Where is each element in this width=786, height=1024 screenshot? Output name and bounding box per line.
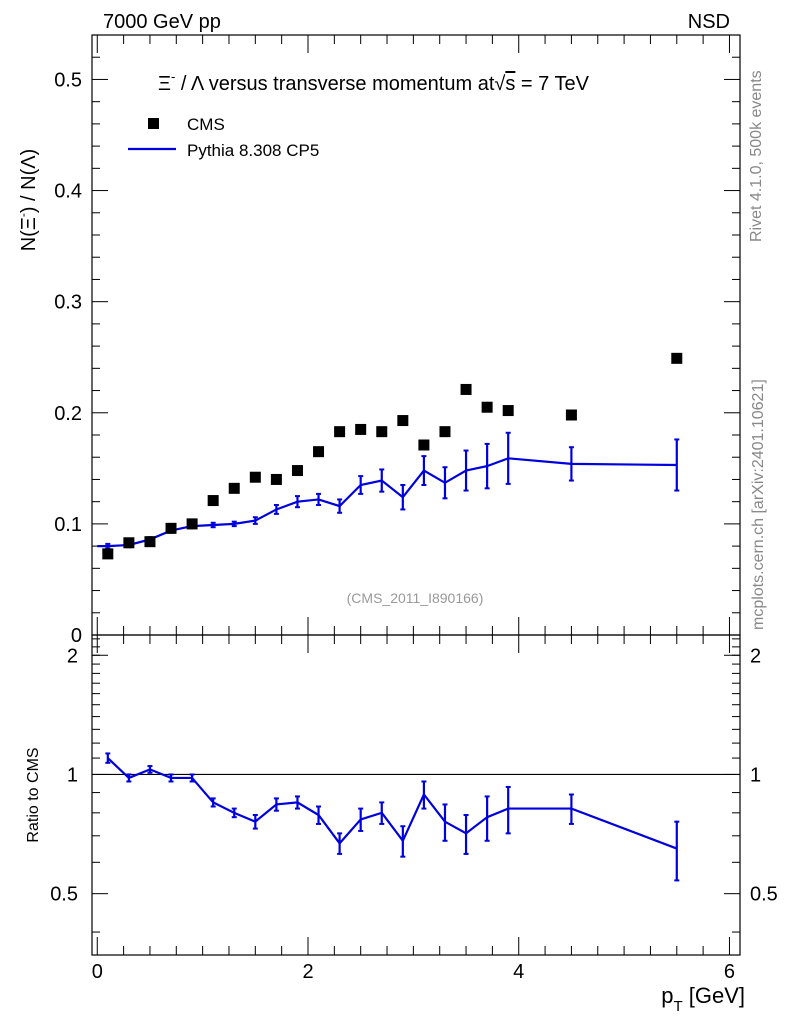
xlabel-unit: [GeV] — [683, 983, 745, 1008]
y-tick-label: 0.5 — [54, 69, 82, 91]
ratio-y-tick-label: 1 — [750, 764, 761, 786]
ratio-y-label: Ratio to CMS — [25, 747, 42, 842]
ratio-y-axis: 0.5 0.5 1 1 2 2 — [50, 638, 778, 933]
legend-cms-marker — [148, 118, 159, 129]
cms-point — [334, 426, 346, 438]
title-sqrt: √ — [494, 73, 505, 95]
cms-point — [460, 383, 472, 395]
cms-point — [165, 522, 177, 534]
y-tick-label: 0 — [71, 625, 82, 647]
main-y-axis: 0 0.1 0.2 0.3 0.4 0.5 — [54, 34, 740, 647]
ylabel-sup: - — [16, 213, 30, 217]
x-axis-label: pT [GeV] — [661, 983, 745, 1015]
ratio-x-axis: 0 2 4 6 — [92, 635, 735, 983]
ratio-y-tick-label: 1 — [67, 764, 78, 786]
cms-point — [355, 423, 367, 435]
cms-point — [123, 537, 135, 549]
rivet-label: Rivet 4.1.0, 500k events — [748, 70, 765, 242]
cms-point — [313, 446, 325, 458]
ratio-y-tick-label: 0.5 — [50, 884, 78, 906]
legend-cms-label: CMS — [187, 115, 225, 134]
main-y-label: N(Ξ-) / N(Λ) — [16, 149, 40, 252]
ratio-y-tick-label: 0.5 — [750, 884, 778, 906]
cms-point — [671, 352, 683, 364]
main-series-layer — [97, 352, 683, 560]
title-s: s — [505, 73, 515, 95]
x-tick-label: 6 — [724, 961, 735, 983]
cms-point — [418, 439, 430, 451]
y-tick-label: 0.1 — [54, 514, 82, 536]
mcplots-label: mcplots.cern.ch [arXiv:2401.10621] — [750, 379, 767, 630]
cms-point — [565, 409, 577, 421]
cms-point — [207, 495, 219, 507]
ylabel-a: N(Ξ — [18, 217, 40, 251]
x-tick-label: 0 — [92, 961, 103, 983]
legend-pythia-label: Pythia 8.308 CP5 — [187, 141, 319, 160]
cms-point — [502, 405, 514, 417]
y-tick-label: 0.3 — [54, 292, 82, 314]
cms-point — [439, 426, 451, 438]
ratio-series-layer — [92, 752, 740, 882]
plot-title: Ξ- / Λ versus transverse momentum at√s =… — [158, 69, 590, 95]
ratio-plot-frame — [91, 634, 741, 956]
ratio-y-tick-label: 2 — [750, 645, 761, 667]
y-tick-label: 0.4 — [54, 181, 82, 203]
ratio-line — [107, 757, 678, 850]
cms-point — [270, 473, 282, 485]
pythia-line — [97, 457, 677, 548]
cms-point — [249, 471, 261, 483]
cms-point — [481, 401, 493, 413]
cms-point — [228, 482, 240, 494]
ylabel-b: ) / N(Λ) — [18, 149, 40, 213]
title-xi-sup: - — [171, 69, 175, 84]
y-tick-label: 0.2 — [54, 403, 82, 425]
cms-point — [397, 415, 409, 427]
cms-point — [291, 465, 303, 477]
cms-point — [376, 426, 388, 438]
main-x-ticks — [96, 35, 730, 635]
xlabel-p: p — [661, 983, 673, 1008]
title-end: = 7 TeV — [515, 73, 589, 95]
header-left: 7000 GeV pp — [103, 11, 221, 33]
ratio-y-tick-label: 2 — [67, 645, 78, 667]
cms-point — [102, 548, 114, 560]
header-right: NSD — [688, 11, 730, 33]
title-mid: / Λ versus transverse momentum at — [175, 73, 494, 95]
title-xi: Ξ — [158, 73, 171, 95]
cms-point — [186, 518, 198, 530]
analysis-watermark: (CMS_2011_I890166) — [347, 590, 484, 606]
x-tick-label: 2 — [302, 961, 313, 983]
x-tick-label: 4 — [513, 961, 524, 983]
cms-point — [144, 536, 156, 548]
xlabel-sub: T — [673, 998, 682, 1015]
